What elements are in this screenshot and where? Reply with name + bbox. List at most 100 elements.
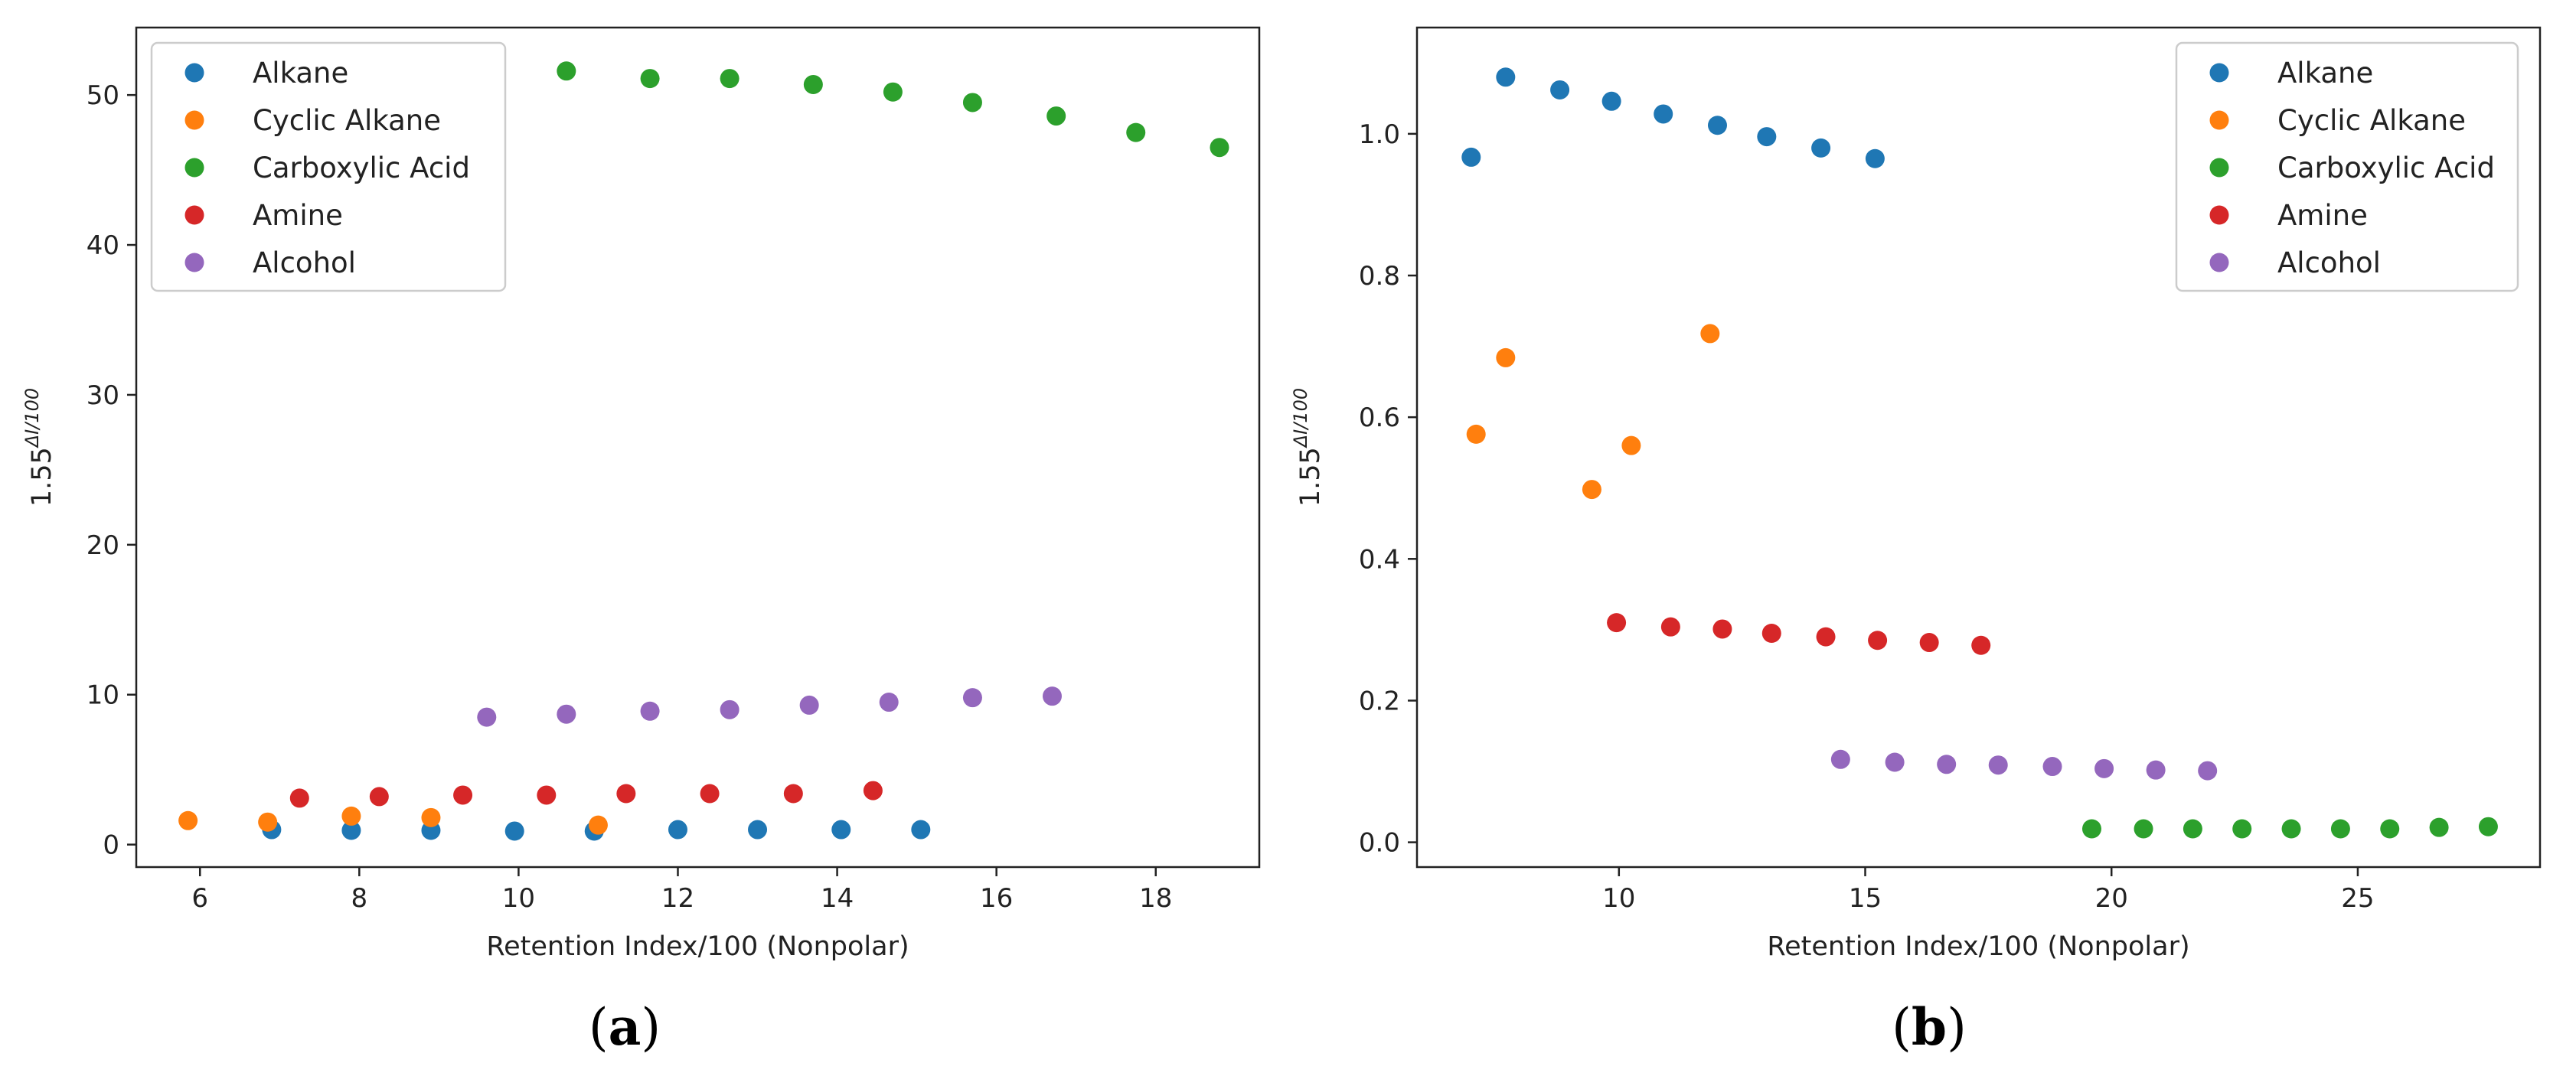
data-point-alcohol [799,695,819,715]
data-point-carboxylic-acid [1046,106,1066,126]
legend: Alkane Cyclic Alkane Carboxylic Acid Amine A… [2175,41,2519,292]
data-point-cyclic-alkane [1621,435,1641,455]
x-tick-label: 18 [1139,883,1172,914]
data-point-amine [537,785,557,805]
legend: Alkane Cyclic Alkane Carboxylic Acid Amine A… [150,41,507,292]
x-tick-label: 15 [1849,883,1882,914]
data-point-carboxylic-acid [2429,817,2449,837]
data-point-carboxylic-acid [803,74,823,94]
plot-frame [135,26,1261,869]
data-point-cyclic-alkane [1582,480,1601,500]
x-tick-label: 10 [502,883,535,914]
x-tick-label: 14 [821,883,854,914]
data-point-amine [1919,633,1939,653]
caption-open-paren: ( [589,998,609,1057]
data-point-carboxylic-acid [962,93,982,112]
data-point-cyclic-alkane [178,810,198,830]
legend-marker [2209,63,2229,83]
data-point-carboxylic-acid [1126,122,1146,142]
data-point-cyclic-alkane [421,807,441,827]
data-point-carboxylic-acid [2134,819,2153,839]
data-point-amine [1607,613,1627,633]
y-tick-label: 20 [87,530,119,561]
y-tick-label: 30 [87,380,119,411]
y-tick-label: 0.2 [1359,686,1400,716]
data-point-alcohol [879,693,899,712]
panel-caption: (b) [1892,997,1967,1057]
legend-label: Amine [253,199,343,232]
x-tick-label: 10 [1602,883,1635,914]
caption-open-paren: ( [1892,998,1912,1057]
data-point-carboxylic-acid [1210,138,1229,158]
legend-label: Cyclic Alkane [253,104,441,137]
y-tick-label: 0.4 [1359,544,1400,575]
data-point-carboxylic-acid [883,82,903,102]
data-point-alcohol [640,701,660,721]
data-point-amine [453,785,473,805]
legend-label: Alkane [2277,57,2373,90]
legend-marker [2209,205,2229,225]
legend-label: Amine [2277,199,2368,232]
data-point-carboxylic-acid [2330,819,2350,839]
data-point-alcohol [1830,749,1850,769]
y-axis-label-base: 1.55 [1295,447,1326,507]
y-tick-label: 10 [87,680,119,711]
y-axis-label: 1.55ΔI/100 [1290,388,1326,507]
y-axis-label-exponent: ΔI/100 [21,388,43,448]
data-point-alkane [1654,104,1673,124]
data-point-alkane [1601,91,1621,111]
caption-letter: a [609,997,642,1057]
data-point-amine [1660,617,1680,637]
data-point-carboxylic-acid [640,69,660,89]
data-point-alcohol [962,688,982,708]
data-point-alcohol [2094,758,2114,778]
caption-letter: b [1912,997,1947,1057]
x-tick-label: 16 [980,883,1013,914]
y-tick-label: 1.0 [1359,119,1400,150]
data-point-amine [289,788,309,808]
x-tick-label: 8 [351,883,367,914]
data-point-carboxylic-acid [2081,819,2101,839]
data-point-alcohol [720,699,739,719]
data-point-carboxylic-acid [720,69,739,89]
data-point-cyclic-alkane [258,812,278,832]
data-point-alkane [1811,138,1831,158]
data-point-cyclic-alkane [1700,324,1720,344]
panel-a: 6 8 10 12 14 16 18 0 10 20 30 40 50 Retention Index/1… [21,26,1261,1057]
plot-frame [1415,26,2542,869]
legend-label: Carboxylic Acid [2277,152,2495,184]
data-point-carboxylic-acid [2478,817,2498,836]
legend-marker [2209,253,2229,272]
data-point-alkane [831,820,851,840]
data-point-carboxylic-acid [2232,819,2252,839]
legend-marker [184,110,204,130]
data-point-cyclic-alkane [341,806,361,826]
data-point-carboxylic-acid [2380,819,2400,839]
caption-close-paren: ) [641,998,661,1057]
data-point-alcohol [1885,752,1905,772]
y-axis-label-exponent: ΔI/100 [1290,388,1311,448]
legend-marker [184,158,204,178]
data-point-cyclic-alkane [1496,347,1516,367]
panel-caption: (a) [589,997,661,1057]
data-point-amine [863,781,883,800]
data-point-amine [700,784,720,804]
data-point-carboxylic-acid [2281,819,2301,839]
legend-marker [184,63,204,83]
data-point-alcohol [557,704,576,724]
y-tick-label: 50 [87,80,119,111]
legend-marker [2209,110,2229,130]
data-point-amine [1761,624,1781,644]
x-tick-label: 20 [2095,883,2128,914]
data-point-alcohol [1988,755,2008,775]
data-point-alcohol [2198,761,2218,781]
data-point-alkane [911,820,931,840]
data-point-cyclic-alkane [588,815,608,835]
x-axis-label: Retention Index/100 (Nonpolar) [1767,931,2189,962]
data-point-alkane [341,820,361,840]
data-point-amine [1868,631,1888,650]
legend-label: Alcohol [253,246,356,279]
data-point-amine [1712,619,1732,639]
data-point-carboxylic-acid [2183,819,2202,839]
